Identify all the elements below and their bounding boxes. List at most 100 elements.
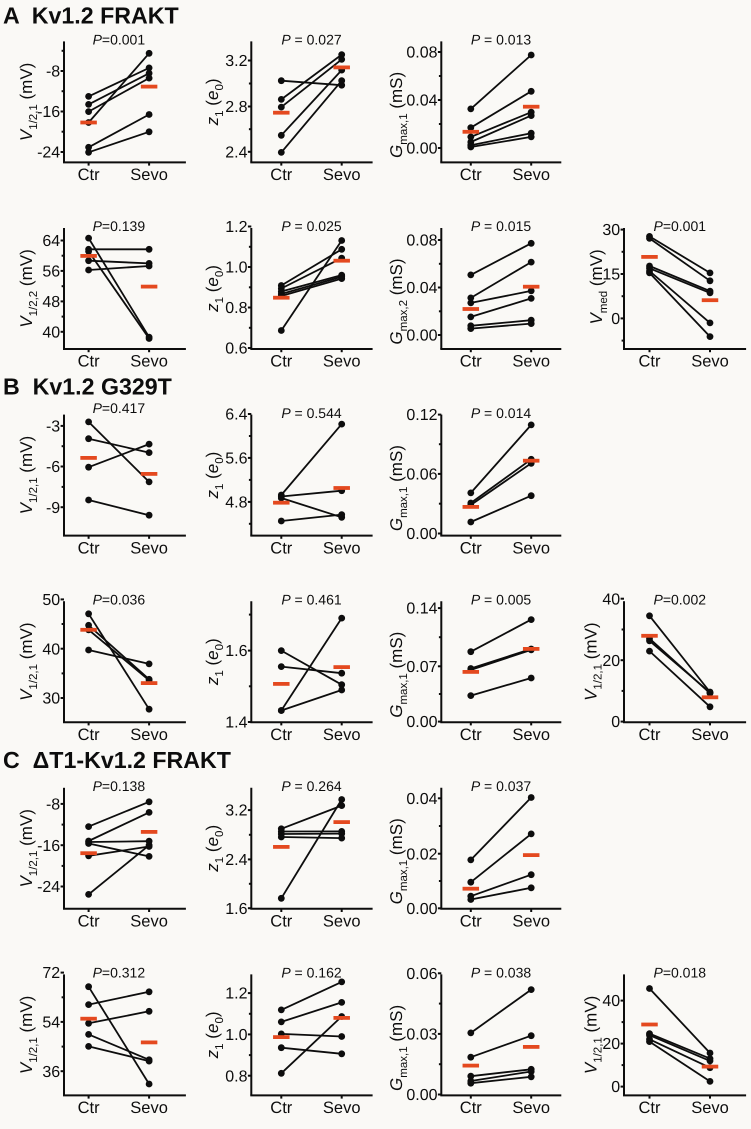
svg-text:Sevo: Sevo — [691, 726, 729, 744]
svg-text:Sevo: Sevo — [323, 726, 361, 744]
svg-text:Sevo: Sevo — [130, 1099, 168, 1117]
svg-text:P=0.001: P=0.001 — [93, 32, 146, 48]
svg-text:56: 56 — [42, 264, 60, 281]
svg-text:54: 54 — [42, 1015, 60, 1032]
svg-text:0.00: 0.00 — [406, 901, 437, 918]
svg-text:Sevo: Sevo — [323, 913, 361, 931]
svg-text:Sevo: Sevo — [512, 353, 550, 371]
svg-text:Sevo: Sevo — [130, 726, 168, 744]
svg-text:0.03: 0.03 — [406, 1027, 437, 1044]
svg-text:0.04: 0.04 — [406, 280, 437, 297]
svg-text:1.4: 1.4 — [225, 715, 247, 732]
svg-text:Sevo: Sevo — [130, 913, 168, 931]
svg-text:0: 0 — [611, 714, 620, 731]
svg-text:0.06: 0.06 — [406, 966, 437, 983]
svg-text:0.06: 0.06 — [406, 467, 437, 484]
svg-text:Ctr: Ctr — [460, 539, 483, 557]
svg-text:50: 50 — [42, 592, 60, 609]
svg-text:P=0.417: P=0.417 — [93, 400, 146, 416]
svg-text:Ctr: Ctr — [460, 1099, 483, 1117]
svg-text:0.08: 0.08 — [406, 233, 437, 250]
svg-text:6.4: 6.4 — [225, 407, 247, 424]
svg-text:3.2: 3.2 — [225, 53, 247, 70]
svg-text:1.2: 1.2 — [225, 986, 247, 1003]
svg-text:Ctr: Ctr — [460, 726, 483, 744]
svg-text:Sevo: Sevo — [323, 166, 361, 184]
svg-text:-6: -6 — [46, 459, 60, 476]
svg-text:Sevo: Sevo — [691, 353, 729, 371]
svg-text:P = 0.025: P = 0.025 — [281, 218, 342, 234]
svg-text:Sevo: Sevo — [323, 539, 361, 557]
svg-text:Ctr: Ctr — [460, 913, 483, 931]
svg-text:P=0.138: P=0.138 — [93, 778, 146, 794]
svg-text:Ctr: Ctr — [270, 913, 293, 931]
svg-text:Ctr: Ctr — [78, 1099, 101, 1117]
svg-text:Ctr: Ctr — [78, 726, 101, 744]
svg-text:20: 20 — [602, 653, 620, 670]
svg-text:0.02: 0.02 — [406, 846, 437, 863]
svg-text:Sevo: Sevo — [512, 726, 550, 744]
svg-text:-16: -16 — [37, 838, 60, 855]
svg-text:Ctr: Ctr — [460, 353, 483, 371]
svg-text:3.2: 3.2 — [225, 803, 247, 820]
svg-text:64: 64 — [42, 233, 60, 250]
svg-text:1.6: 1.6 — [225, 901, 247, 918]
svg-text:P = 0.038: P = 0.038 — [471, 965, 532, 981]
svg-text:P = 0.544: P = 0.544 — [281, 405, 342, 421]
svg-text:0.14: 0.14 — [406, 601, 437, 618]
svg-text:P=0.002: P=0.002 — [653, 591, 706, 607]
svg-text:30: 30 — [602, 222, 620, 239]
svg-text:Sevo: Sevo — [691, 1099, 729, 1117]
svg-text:P = 0.162: P = 0.162 — [281, 965, 342, 981]
svg-text:1.6: 1.6 — [225, 643, 247, 660]
svg-text:40: 40 — [42, 641, 60, 658]
svg-text:P=0.018: P=0.018 — [653, 965, 706, 981]
svg-text:P=0.001: P=0.001 — [653, 218, 706, 234]
svg-text:A Kv1.2 FRAKT: A Kv1.2 FRAKT — [3, 3, 179, 29]
svg-text:36: 36 — [42, 1064, 60, 1081]
svg-text:0.00: 0.00 — [406, 141, 437, 158]
svg-text:2.8: 2.8 — [225, 99, 247, 116]
svg-text:72: 72 — [42, 965, 60, 982]
svg-text:C ΔT1-Kv1.2 FRAKT: C ΔT1-Kv1.2 FRAKT — [3, 747, 231, 773]
svg-text:-3: -3 — [46, 419, 60, 436]
svg-text:Ctr: Ctr — [270, 166, 293, 184]
svg-text:-24: -24 — [37, 879, 60, 896]
svg-text:0.12: 0.12 — [406, 407, 437, 424]
svg-text:Sevo: Sevo — [130, 353, 168, 371]
svg-text:48: 48 — [42, 294, 60, 311]
svg-text:Ctr: Ctr — [270, 1099, 293, 1117]
svg-text:Sevo: Sevo — [130, 539, 168, 557]
svg-text:-8: -8 — [46, 64, 60, 81]
svg-text:B Kv1.2 G329T: B Kv1.2 G329T — [3, 374, 172, 400]
svg-text:Sevo: Sevo — [512, 539, 550, 557]
svg-text:Ctr: Ctr — [270, 353, 293, 371]
svg-text:0.00: 0.00 — [406, 526, 437, 543]
svg-text:40: 40 — [602, 993, 620, 1010]
svg-text:30: 30 — [42, 691, 60, 708]
svg-text:P = 0.014: P = 0.014 — [471, 405, 532, 421]
svg-text:P = 0.005: P = 0.005 — [471, 591, 532, 607]
svg-text:0.00: 0.00 — [406, 328, 437, 345]
svg-text:Sevo: Sevo — [512, 913, 550, 931]
svg-text:P = 0.013: P = 0.013 — [471, 32, 532, 48]
svg-text:Ctr: Ctr — [78, 166, 101, 184]
svg-text:0.08: 0.08 — [406, 45, 437, 62]
svg-text:Ctr: Ctr — [78, 539, 101, 557]
svg-text:Ctr: Ctr — [639, 1099, 662, 1117]
svg-text:P=0.139: P=0.139 — [93, 218, 146, 234]
svg-text:0: 0 — [611, 311, 620, 328]
svg-text:20: 20 — [602, 1036, 620, 1053]
svg-text:0.00: 0.00 — [406, 714, 437, 731]
svg-text:5.6: 5.6 — [225, 451, 247, 468]
svg-text:Sevo: Sevo — [130, 166, 168, 184]
svg-text:Sevo: Sevo — [323, 1099, 361, 1117]
svg-text:P=0.036: P=0.036 — [93, 591, 146, 607]
svg-text:1.0: 1.0 — [225, 1027, 247, 1044]
svg-text:-24: -24 — [37, 145, 60, 162]
svg-text:Ctr: Ctr — [78, 913, 101, 931]
svg-text:P = 0.264: P = 0.264 — [281, 778, 342, 794]
svg-text:1.0: 1.0 — [225, 260, 247, 277]
svg-text:2.4: 2.4 — [225, 852, 247, 869]
svg-text:-8: -8 — [46, 797, 60, 814]
